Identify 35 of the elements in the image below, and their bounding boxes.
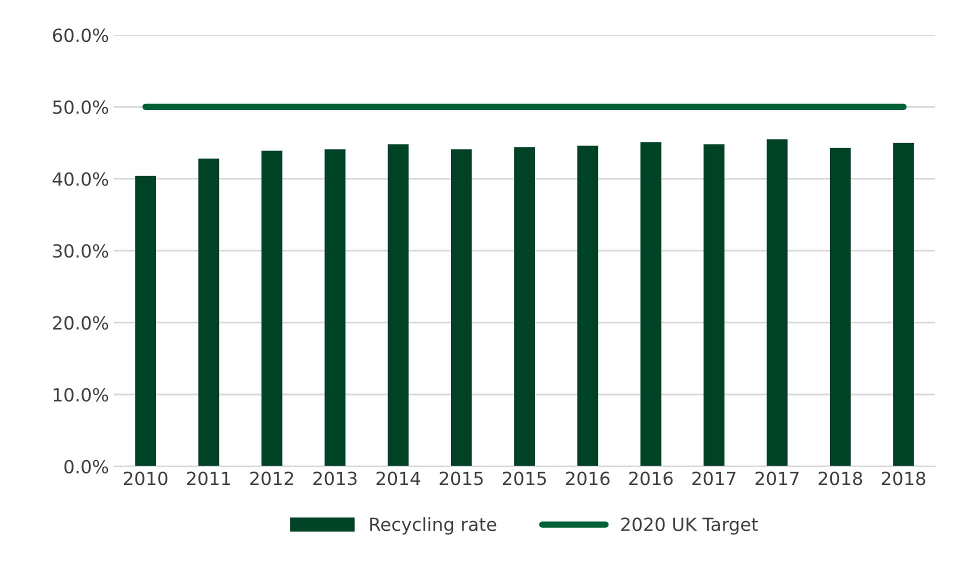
bar	[388, 144, 409, 466]
y-tick-label: 40.0%	[52, 172, 108, 186]
x-tick-label: 2013	[313, 472, 357, 486]
x-tick-label: 2016	[629, 472, 673, 486]
bar	[640, 142, 662, 466]
y-tick-label: 50.0%	[53, 100, 108, 114]
x-tick-label: 2010	[124, 472, 168, 486]
x-tick-label: 2017	[756, 472, 799, 486]
x-tick-label: 2015	[440, 472, 483, 486]
bar	[577, 146, 598, 466]
bar	[450, 149, 472, 466]
x-tick-label: 2015	[502, 472, 546, 486]
bar	[261, 150, 282, 466]
y-tick-label: 0.0%	[64, 460, 108, 474]
x-tick-label: 2018	[882, 472, 926, 486]
y-tick-label: 60.0%	[53, 28, 108, 42]
x-tick-label: 2014	[376, 472, 420, 486]
x-tick-label: 2012	[250, 472, 294, 486]
y-tick-label: 30.0%	[53, 244, 108, 258]
x-tick-label: 2018	[818, 472, 862, 486]
y-tick-label: 10.0%	[54, 388, 108, 402]
bar	[135, 176, 156, 466]
bar	[830, 148, 851, 466]
legend-label: 2020 UK Target	[621, 517, 758, 535]
x-tick-label: 2017	[692, 472, 736, 486]
bar	[766, 139, 788, 466]
y-tick-label: 20.0%	[53, 316, 108, 330]
bar	[198, 158, 220, 466]
bar	[893, 142, 914, 466]
x-tick-label: 2016	[566, 472, 610, 486]
bar	[704, 144, 724, 466]
x-tick-label: 2011	[187, 472, 230, 486]
bar	[324, 149, 346, 466]
legend-label: Recycling rate	[370, 517, 496, 535]
bar	[514, 147, 535, 466]
